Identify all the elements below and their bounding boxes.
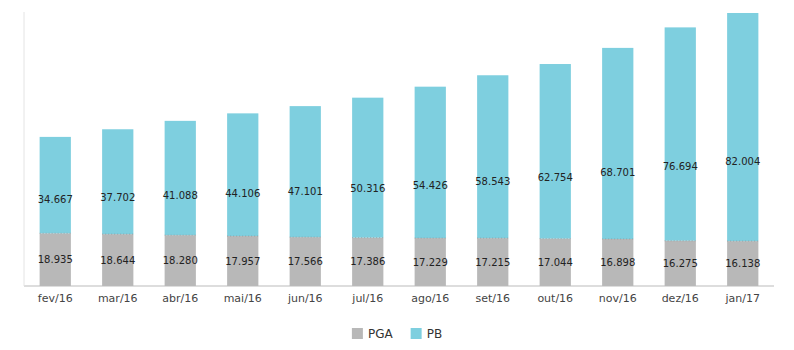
data-label: 17.229	[413, 257, 448, 268]
data-label: 16.275	[663, 258, 698, 269]
segment-divider	[40, 233, 71, 234]
legend-swatch	[352, 328, 363, 339]
segment-divider	[727, 241, 758, 242]
x-tick-label: jan/17	[725, 292, 760, 305]
x-tick-label: fev/16	[38, 292, 73, 305]
segment-divider	[102, 234, 133, 235]
segment-divider	[477, 238, 508, 239]
x-ticks: fev/16 mar/16 abr/16 mai/16 jun/16 jul/16 ago/…	[38, 292, 760, 305]
chart: 18.935 18.644 18.280 17.957 17.566 17.386 17.2…	[0, 0, 794, 350]
x-tick-label: mai/16	[224, 292, 262, 305]
data-label: 41.088	[163, 190, 198, 201]
x-tick-label: mar/16	[98, 292, 138, 305]
bar-segment	[477, 75, 508, 238]
segment-divider	[227, 236, 258, 237]
data-label: 16.138	[725, 258, 760, 269]
legend-swatch	[411, 328, 422, 339]
legend-label: PGA	[368, 327, 394, 341]
legend: PGA PB	[352, 327, 442, 341]
data-label: 76.694	[663, 161, 698, 172]
data-label: 68.701	[600, 167, 635, 178]
x-tick-label: dez/16	[662, 292, 699, 305]
data-label: 54.426	[413, 180, 448, 191]
x-tick-label: abr/16	[162, 292, 198, 305]
data-label: 37.702	[100, 192, 135, 203]
data-label: 17.386	[350, 256, 385, 267]
data-label: 17.566	[288, 256, 323, 267]
segment-divider	[165, 235, 196, 236]
bar-segment	[665, 27, 696, 240]
data-label: 17.957	[225, 256, 260, 267]
bars	[40, 13, 759, 286]
bar-segment	[40, 137, 71, 233]
legend-label: PB	[427, 327, 442, 341]
bar-segment	[290, 106, 321, 237]
legend-item: PB	[411, 327, 442, 341]
bar-segment	[540, 64, 571, 239]
data-label: 44.106	[225, 188, 260, 199]
data-label: 17.044	[538, 257, 573, 268]
bar-segment	[102, 129, 133, 234]
x-tick-label: set/16	[475, 292, 510, 305]
data-label: 34.667	[38, 194, 73, 205]
data-labels: 18.935 18.644 18.280 17.957 17.566 17.386 17.2…	[38, 156, 761, 269]
segment-divider	[602, 238, 633, 239]
segment-divider	[290, 237, 321, 238]
bar-segment	[727, 13, 758, 241]
x-tick-label: out/16	[537, 292, 573, 305]
data-label: 18.935	[38, 254, 73, 265]
data-label: 18.644	[100, 255, 135, 266]
bar-segment	[415, 87, 446, 238]
x-tick-label: ago/16	[411, 292, 449, 305]
y-axis-line	[24, 12, 25, 286]
data-label: 47.101	[288, 186, 323, 197]
bar-segment	[602, 48, 633, 239]
data-label: 16.898	[600, 257, 635, 268]
data-label: 50.316	[350, 183, 385, 194]
bar-segment	[227, 113, 258, 236]
x-axis-line	[24, 286, 774, 287]
data-label: 82.004	[725, 156, 760, 167]
data-label: 18.280	[163, 255, 198, 266]
bar-segment	[352, 98, 383, 238]
x-tick-label: nov/16	[599, 292, 637, 305]
data-label: 17.215	[475, 257, 510, 268]
data-label: 58.543	[475, 176, 510, 187]
x-tick-label: jun/16	[287, 292, 323, 305]
segment-divider	[665, 240, 696, 241]
segment-divider	[415, 238, 446, 239]
segment-divider	[540, 238, 571, 239]
legend-item: PGA	[352, 327, 394, 341]
segment-divider	[352, 237, 383, 238]
x-tick-label: jul/16	[351, 292, 383, 305]
data-label: 62.754	[538, 172, 573, 183]
bar-segment	[165, 121, 196, 235]
